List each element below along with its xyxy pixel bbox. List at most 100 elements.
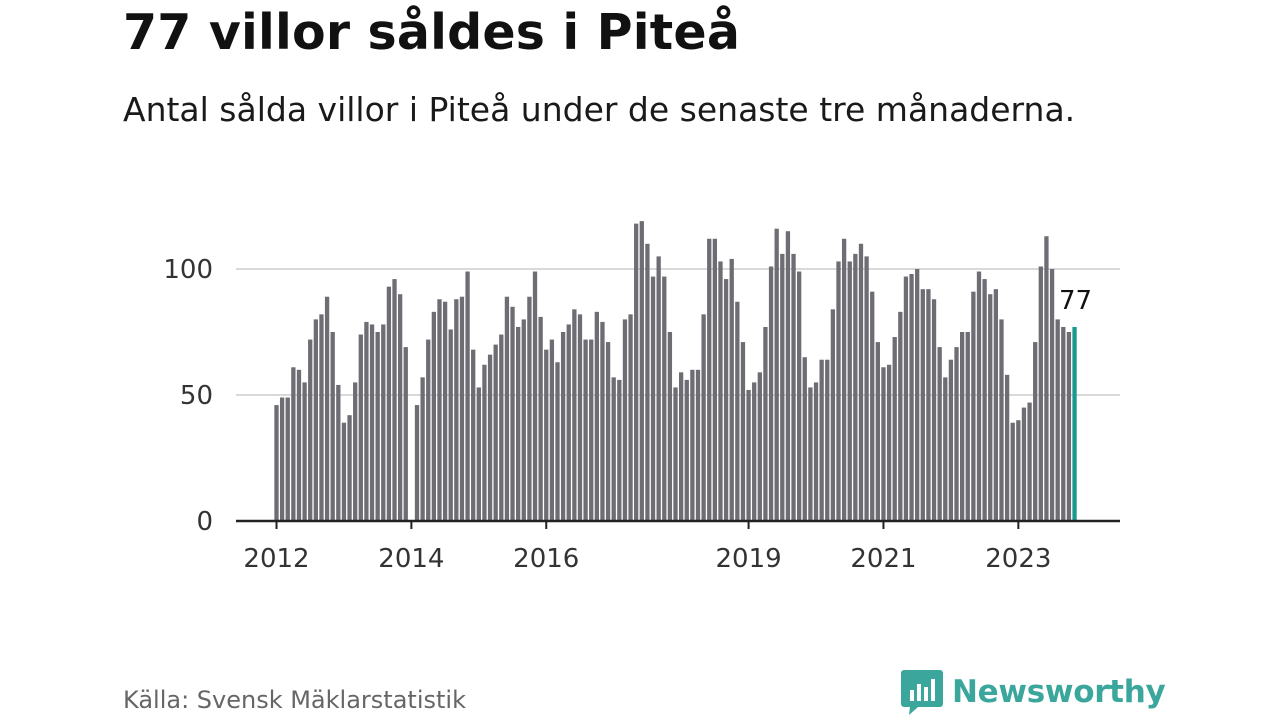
bar — [870, 291, 875, 521]
bar — [482, 364, 487, 521]
chart-subtitle: Antal sålda villor i Piteå under de sena… — [123, 90, 1076, 129]
bar — [718, 261, 723, 521]
bar — [319, 314, 324, 521]
bar — [302, 382, 307, 521]
bar — [493, 344, 498, 521]
bar — [465, 271, 470, 521]
bar — [577, 314, 583, 521]
bar — [285, 397, 290, 521]
bar — [549, 339, 555, 521]
bar — [499, 334, 504, 521]
bar — [544, 349, 549, 521]
bar — [628, 314, 633, 521]
bar — [600, 321, 605, 521]
bar — [324, 296, 330, 521]
bar — [617, 379, 622, 521]
bar — [729, 258, 734, 521]
bar — [926, 289, 931, 521]
gridlines — [236, 268, 1120, 396]
bar — [853, 253, 858, 521]
bar — [909, 274, 914, 521]
bar — [830, 309, 836, 521]
bar — [639, 221, 644, 521]
bar — [645, 243, 650, 522]
bar — [442, 301, 448, 521]
bar — [459, 296, 465, 521]
bar — [752, 382, 757, 521]
bar — [634, 223, 639, 521]
bar — [678, 372, 684, 521]
last-value-label: 77 — [1059, 286, 1092, 316]
bar — [426, 339, 431, 521]
bar — [740, 342, 746, 521]
bar — [504, 296, 510, 521]
bar — [431, 311, 437, 521]
bar — [1027, 402, 1032, 521]
bar — [414, 405, 420, 521]
bar — [841, 238, 847, 521]
bar — [999, 319, 1004, 521]
bar — [1004, 374, 1010, 521]
x-tick-label: 2019 — [715, 544, 781, 574]
x-tick-label: 2012 — [243, 544, 309, 574]
bar — [1021, 407, 1027, 521]
bar — [1055, 319, 1060, 521]
bar — [993, 289, 999, 521]
bar — [650, 276, 656, 521]
chart-title: 77 villor såldes i Piteå — [123, 4, 741, 61]
bar — [403, 347, 408, 521]
bar — [448, 329, 453, 521]
bar — [723, 279, 729, 521]
bar — [476, 387, 481, 521]
x-tick-label: 2016 — [513, 544, 579, 574]
bar — [886, 364, 892, 521]
bar-chart-bubble-icon — [901, 670, 943, 715]
bars — [274, 221, 1077, 522]
bar — [622, 319, 628, 521]
bar — [454, 299, 459, 521]
bar — [971, 291, 976, 521]
bar — [898, 311, 903, 521]
bar — [1044, 236, 1049, 522]
bar — [959, 332, 965, 521]
bar — [386, 286, 392, 521]
bar — [825, 359, 830, 521]
bar — [358, 334, 363, 521]
bar — [813, 382, 819, 521]
bar — [487, 354, 493, 521]
bar — [948, 359, 954, 521]
bar — [566, 324, 571, 521]
bar — [330, 332, 335, 521]
bar — [802, 357, 807, 521]
bar — [943, 377, 948, 521]
bar — [875, 342, 880, 521]
bar — [1016, 420, 1021, 521]
brand-name: Newsworthy — [952, 674, 1166, 710]
bar — [690, 369, 695, 521]
bar — [976, 271, 982, 521]
bar — [560, 332, 566, 521]
bar — [915, 269, 920, 521]
bar — [656, 256, 661, 521]
bar — [774, 228, 779, 521]
bar — [510, 306, 515, 521]
y-tick-label: 50 — [180, 381, 213, 411]
bar — [937, 347, 942, 521]
bar — [353, 382, 358, 521]
bar — [397, 294, 403, 521]
bar — [791, 253, 796, 521]
bar — [364, 321, 369, 521]
bar — [757, 372, 762, 521]
bar — [279, 397, 285, 521]
bar — [369, 324, 375, 521]
bar — [903, 276, 909, 521]
bar — [611, 377, 616, 521]
x-tick-label: 2023 — [985, 544, 1051, 574]
bar — [594, 311, 599, 521]
bar — [667, 332, 673, 521]
bar — [881, 367, 886, 521]
bar — [1010, 422, 1015, 521]
bar — [583, 339, 588, 521]
bar — [336, 384, 341, 521]
source-note: Källa: Svensk Mäklarstatistik — [123, 686, 466, 714]
